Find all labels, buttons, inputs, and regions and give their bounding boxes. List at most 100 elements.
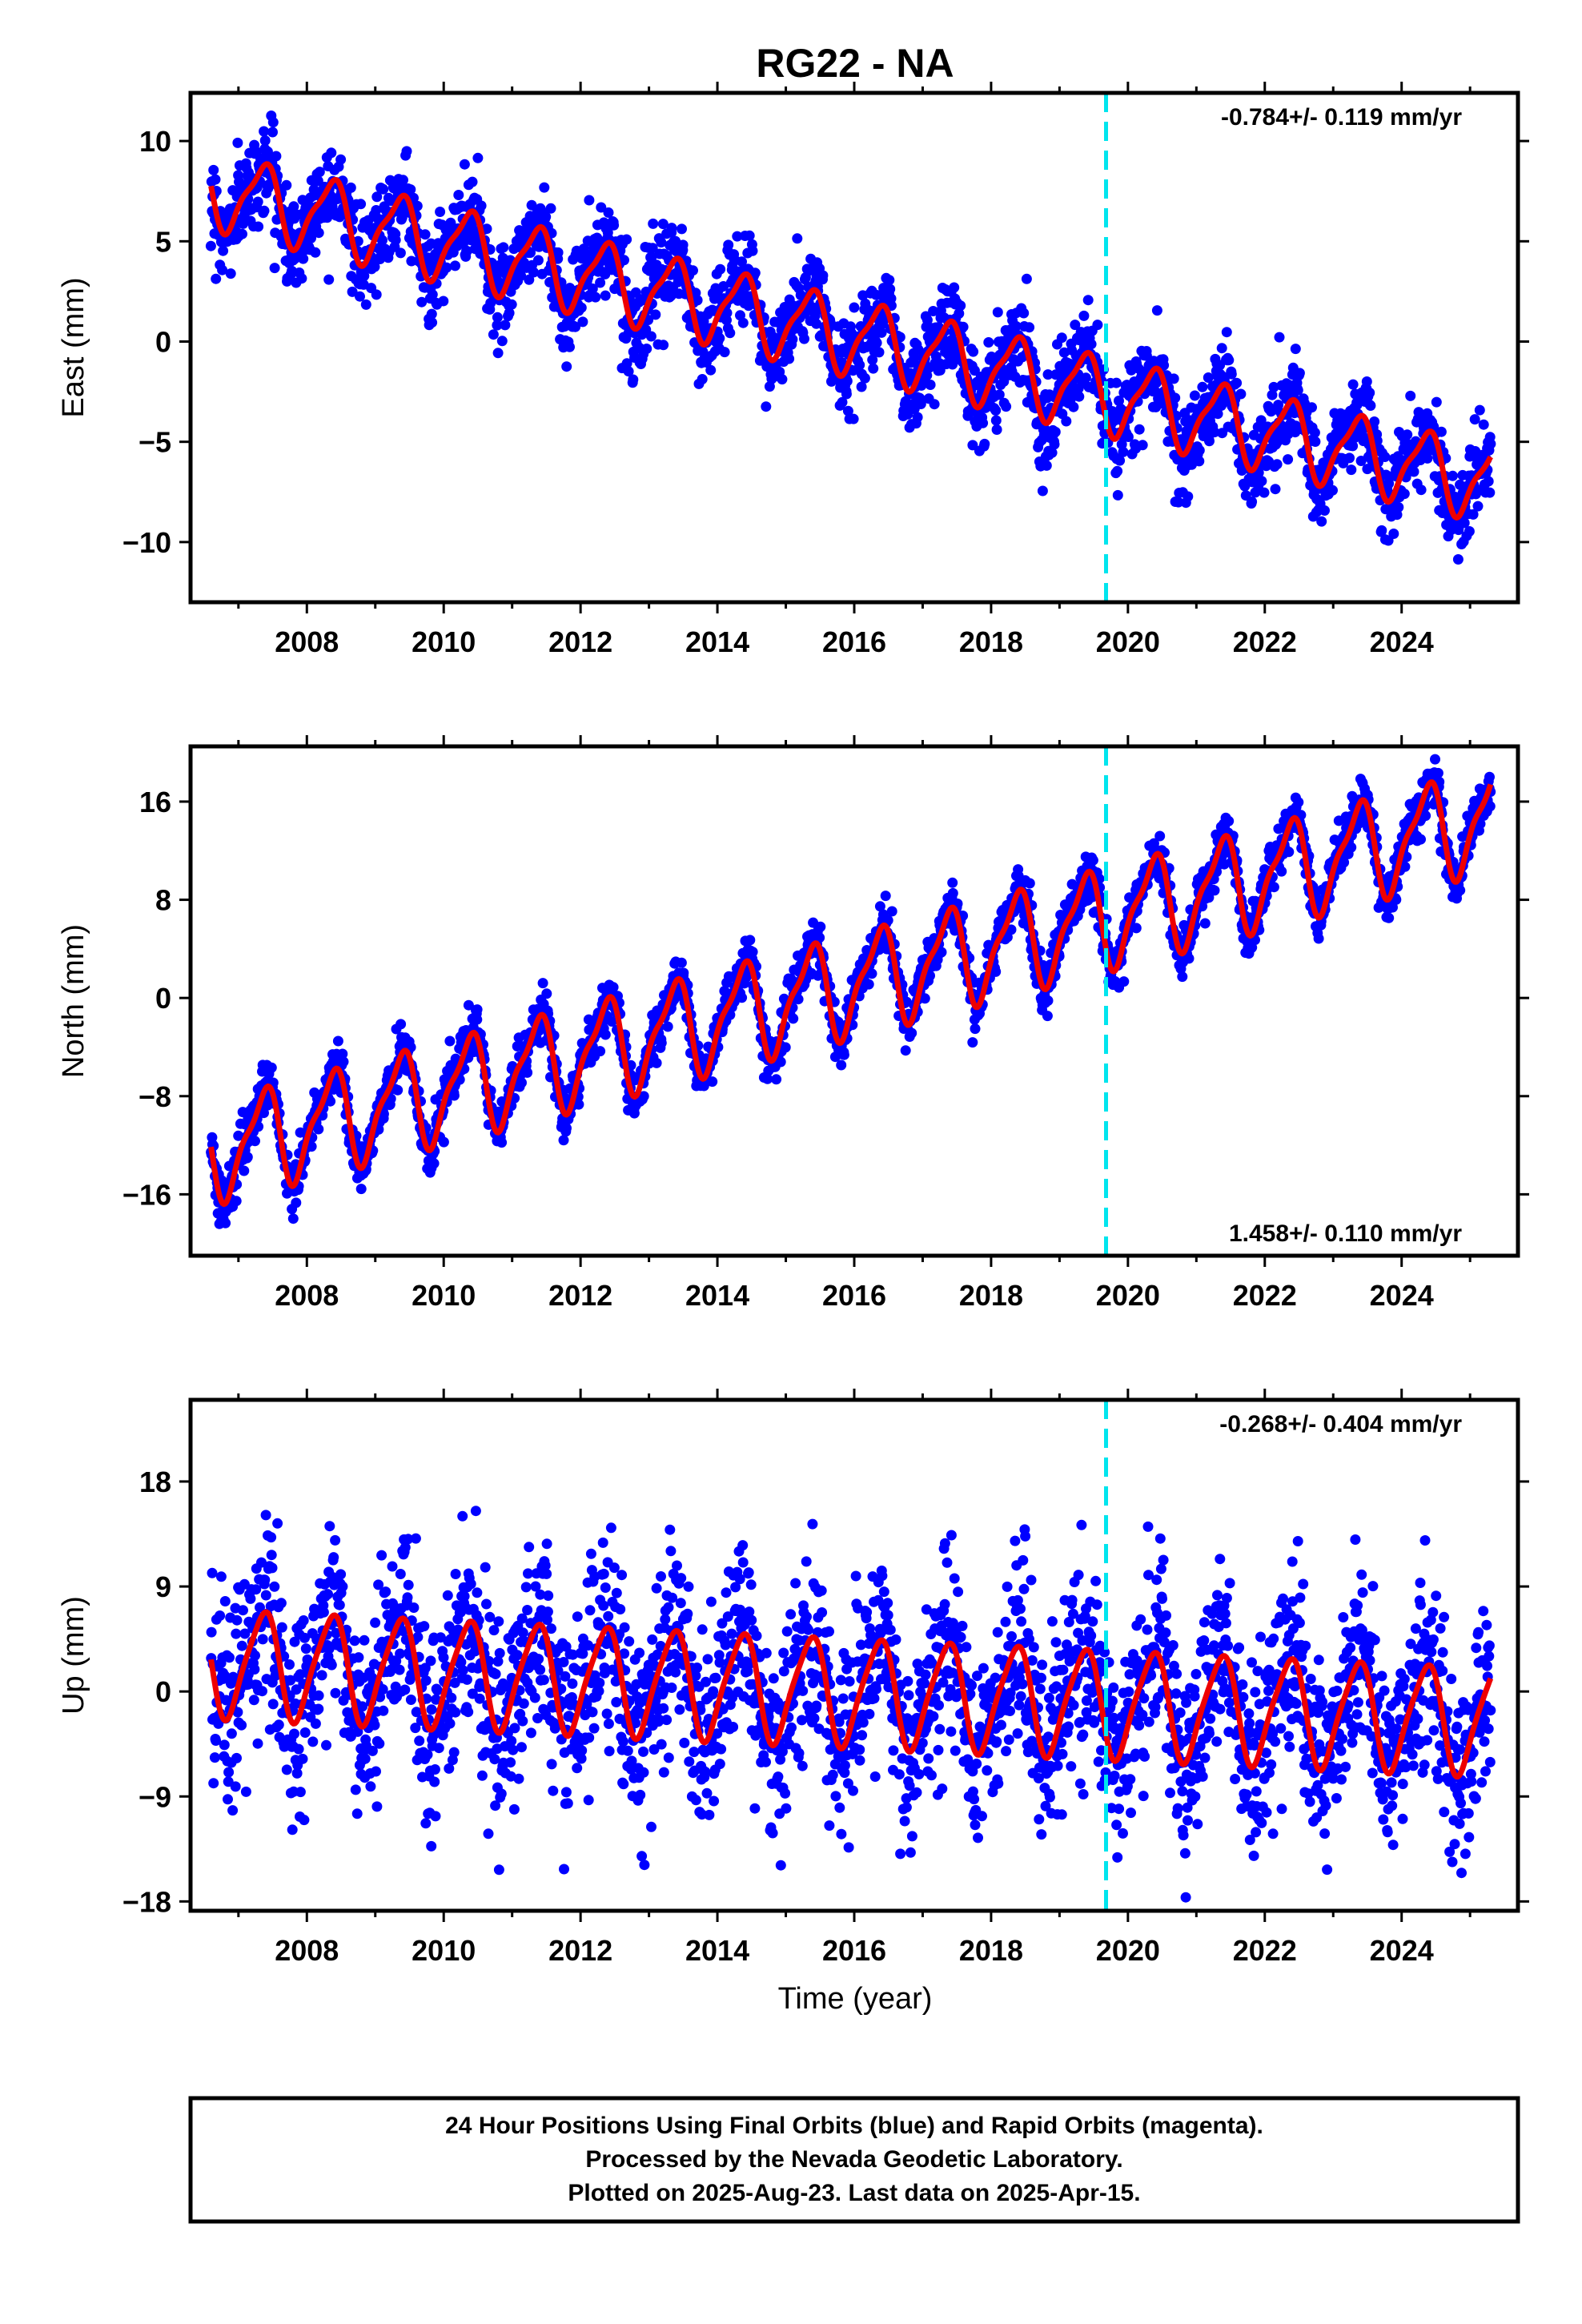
data-point [1273, 400, 1284, 411]
data-point [886, 906, 897, 917]
data-point [967, 440, 978, 451]
data-point [252, 196, 263, 207]
data-point [269, 263, 280, 274]
y-tick-label: 10 [139, 125, 171, 158]
data-point [954, 308, 965, 319]
data-point [705, 364, 717, 376]
data-point [378, 183, 389, 195]
data-point [784, 353, 795, 364]
data-point [991, 424, 1002, 435]
data-point [325, 1096, 336, 1107]
data-point [1435, 426, 1447, 437]
data-point [992, 307, 1003, 318]
data-point [281, 179, 292, 191]
data-point [1472, 501, 1484, 512]
data-point [1112, 465, 1123, 476]
data-point [651, 1057, 662, 1068]
data-point [242, 1152, 253, 1163]
data-point [205, 240, 216, 251]
data-point [1049, 439, 1060, 450]
data-point [1478, 419, 1489, 430]
data-point [894, 332, 905, 343]
east-panel: 2008 2010 2012 2014 2016 2018 2020 2022 20241050… [57, 82, 1529, 658]
data-point [1223, 815, 1235, 826]
data-point [1204, 436, 1215, 447]
data-point [355, 291, 365, 302]
data-point [884, 275, 895, 286]
data-point [606, 1016, 617, 1027]
data-point [714, 332, 725, 344]
data-point [587, 283, 598, 294]
y-tick-label: 0 [155, 325, 171, 358]
data-point [1268, 882, 1279, 893]
data-point [1361, 376, 1372, 387]
data-point [359, 271, 370, 281]
data-point [838, 1049, 849, 1060]
data-point [564, 341, 575, 352]
data-point [496, 1137, 508, 1148]
data-point [1078, 310, 1090, 321]
data-point [427, 289, 438, 300]
data-point [1365, 400, 1376, 411]
data-point [929, 399, 940, 410]
data-point [259, 1108, 269, 1119]
data-point [815, 921, 826, 932]
data-point [1112, 489, 1123, 501]
data-point [1177, 971, 1188, 983]
data-point [267, 127, 278, 138]
data-point [561, 1123, 572, 1134]
data-point [990, 966, 1002, 977]
data-point [603, 207, 614, 218]
data-point [1024, 322, 1035, 333]
data-point [1061, 416, 1072, 427]
data-point [1170, 392, 1181, 404]
data-point [723, 239, 734, 251]
data-point [492, 348, 504, 359]
data-point [677, 239, 689, 251]
data-point [777, 374, 788, 385]
data-point [811, 318, 822, 329]
data-point [647, 243, 658, 254]
y-tick-label: −5 [139, 426, 171, 459]
data-point [849, 302, 860, 313]
data-point [1050, 426, 1061, 437]
data-point [323, 274, 335, 285]
data-point [842, 405, 853, 416]
data-point [656, 1037, 667, 1048]
data-point [1256, 476, 1267, 487]
data-point [233, 1130, 244, 1141]
data-point [1086, 339, 1097, 350]
x-tick-label: 2022 [1233, 625, 1297, 658]
data-point [662, 1021, 673, 1032]
data-point [947, 887, 958, 899]
data-point [1474, 404, 1485, 416]
data-point [401, 146, 412, 157]
data-point [762, 1073, 773, 1084]
data-point [1376, 525, 1387, 536]
data-point [1209, 427, 1220, 438]
data-point [516, 270, 527, 281]
data-point [472, 1004, 483, 1015]
data-point [335, 154, 347, 165]
data-point [1168, 373, 1179, 384]
data-point [1292, 384, 1303, 396]
data-point [1209, 885, 1220, 896]
data-point [715, 263, 726, 275]
data-point [998, 376, 1010, 387]
data-point [1080, 372, 1091, 384]
data-point [1212, 408, 1223, 420]
data-point [552, 247, 564, 258]
data-point [859, 372, 870, 384]
data-point [1379, 452, 1391, 462]
data-point [650, 309, 661, 320]
data-point [476, 200, 487, 211]
data-point [1087, 854, 1098, 866]
data-point [1226, 368, 1237, 380]
data-point [1006, 924, 1017, 935]
data-point [1235, 388, 1247, 400]
data-point [915, 399, 926, 409]
data-point [1485, 438, 1496, 449]
data-point [1459, 517, 1470, 529]
data-point [496, 336, 508, 347]
data-point [1313, 933, 1324, 944]
